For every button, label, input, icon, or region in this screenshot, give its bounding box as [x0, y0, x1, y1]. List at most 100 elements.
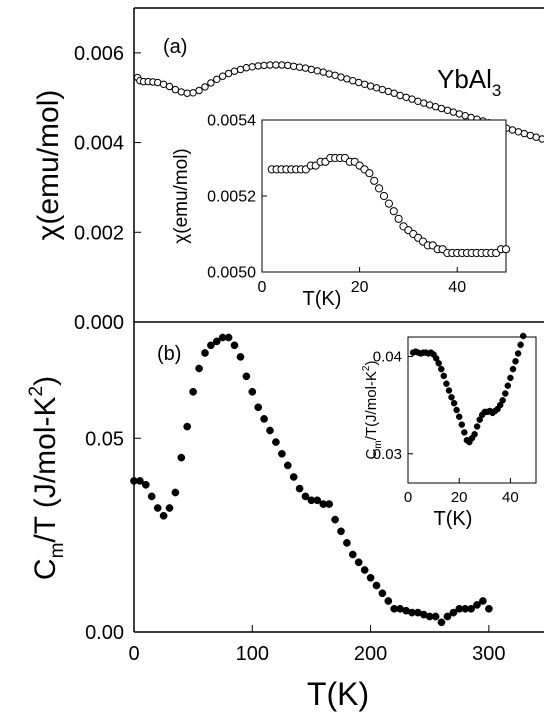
panel-a-y-tick-label: 0.000: [74, 312, 124, 334]
panel-b-points: [130, 333, 493, 627]
panel-a-point: [242, 64, 251, 72]
panel-b-x-tick-label: 300: [472, 643, 505, 665]
panel-a-point: [396, 91, 404, 100]
inset-a-points: [267, 153, 511, 258]
panel-b-point: [360, 566, 369, 574]
x-axis-title: T(K): [307, 676, 369, 712]
inset-a-point: [389, 207, 398, 216]
panel-b-point: [278, 449, 286, 458]
panel-b-point: [248, 387, 257, 396]
panel-b-point: [301, 492, 310, 501]
inset-b-point: [440, 372, 448, 380]
panel-b-point: [437, 618, 446, 627]
inset-b-ticks: 0 20 40 0.03 0.04: [373, 349, 519, 506]
panel-b-label: (b): [157, 343, 181, 365]
inset-b-point: [507, 374, 514, 382]
inset-b-y-tick-label: 0.04: [373, 349, 402, 366]
panel-b-point: [443, 612, 452, 621]
inset-b-point: [448, 394, 455, 401]
panel-a-point: [219, 72, 227, 80]
panel-b-point: [183, 422, 192, 431]
panel-a-point: [437, 104, 446, 113]
inset-b-point: [504, 382, 512, 389]
panel-b: 0 100 200 300 0.00 0.05 (b) T(K) Cm/T (J/mol…: [26, 322, 544, 712]
panel-a-y-tick-label: 0.004: [74, 133, 124, 155]
inset-a-x-tick-label: 0: [258, 279, 267, 296]
panel-a-point: [230, 67, 239, 75]
inset-b-point: [438, 365, 445, 373]
panel-b-point: [378, 589, 387, 598]
panel-b-point: [177, 453, 186, 462]
inset-a-ticks: 0 20 40 0.0050 0.0052 0.0054: [207, 113, 466, 296]
inset-a-y-tick-label: 0.0052: [207, 189, 256, 206]
inset-a-x-tick-label: 20: [351, 279, 369, 296]
inset-a-point: [365, 169, 374, 178]
panel-b-point: [289, 473, 298, 481]
panel-b-point: [431, 612, 440, 621]
panel-b-point: [230, 341, 239, 350]
panel-b-point: [212, 337, 221, 346]
panel-b-point: [467, 604, 475, 613]
panel-b-point: [337, 527, 345, 536]
panel-b-x-tick-label: 100: [236, 643, 269, 665]
panel-a-point: [165, 82, 174, 91]
inset-b-point: [519, 332, 527, 340]
panel-a-point: [248, 63, 257, 71]
panel-b-point: [331, 515, 339, 524]
panel-a-y-tick-label: 0.006: [74, 43, 124, 65]
panel-a-point: [207, 79, 215, 87]
inset-b-point: [499, 397, 506, 404]
inset-b-x-tick-label: 40: [502, 489, 519, 506]
inset-b-x-tick-label: 20: [451, 489, 468, 506]
panel-a-point: [307, 65, 316, 74]
panel-b-point: [485, 604, 493, 613]
inset-a-x-axis-title: T(K): [303, 288, 342, 310]
panel-b-y-tick-label: 0.05: [85, 428, 124, 450]
panel-b-point: [242, 372, 251, 381]
inset-b-point: [473, 423, 481, 430]
inset-a: 0 20 40 0.0050 0.0052 0.0054 T(K) χ(emu/mol): [171, 113, 511, 310]
panel-a-point: [313, 67, 321, 75]
panel-b-x-tick-label: 200: [354, 643, 387, 665]
panel-a-y-axis-title: χ(emu/mol): [32, 90, 65, 241]
panel-a-point: [213, 75, 221, 84]
panel-b-point: [260, 415, 268, 423]
inset-a-y-axis-title: χ(emu/mol): [171, 148, 192, 243]
panel-b-point: [372, 581, 381, 590]
inset-b-point: [435, 360, 442, 367]
panel-b-point: [343, 539, 351, 547]
panel-b-point: [195, 364, 203, 373]
inset-a-point: [375, 184, 384, 193]
inset-a-y-tick-label: 0.0050: [207, 265, 256, 282]
inset-a-point: [394, 214, 403, 223]
panel-b-y-axis-title: Cm/T (J/mol-K2): [26, 376, 68, 580]
inset-a-point: [384, 199, 393, 208]
inset-b-x-axis-title: T(K): [434, 508, 473, 530]
panel-a-point: [272, 61, 280, 69]
panel-a-label: (a): [163, 36, 187, 58]
panel-b-point: [449, 608, 458, 617]
panel-b-point: [207, 341, 215, 350]
panel-b-point: [325, 500, 334, 508]
panel-b-x-tick-label: 0: [128, 643, 139, 665]
inset-b-point: [512, 358, 519, 365]
panel-b-point: [171, 488, 180, 497]
panel-b-point: [479, 597, 487, 605]
panel-b-point: [189, 387, 197, 396]
inset-b-point: [461, 429, 468, 436]
inset-b-point: [502, 390, 509, 397]
panel-b-point: [224, 333, 233, 342]
panel-b-point: [348, 550, 357, 559]
inset-b-point: [458, 421, 466, 428]
inset-b-point: [443, 380, 450, 387]
inset-b-y-tick-label: 0.03: [373, 446, 402, 463]
panel-a-point: [301, 64, 310, 72]
inset-a-point: [370, 176, 379, 185]
panel-a-point: [189, 89, 197, 97]
inset-b-point: [453, 406, 460, 414]
inset-b-point: [450, 399, 458, 407]
inset-b-points: [409, 332, 527, 446]
inset-b-y-axis-title: Cm/T(J/mol-K2): [361, 361, 384, 460]
panel-b-point: [136, 477, 144, 485]
panel-b-y-tick-label: 0.00: [85, 622, 124, 644]
